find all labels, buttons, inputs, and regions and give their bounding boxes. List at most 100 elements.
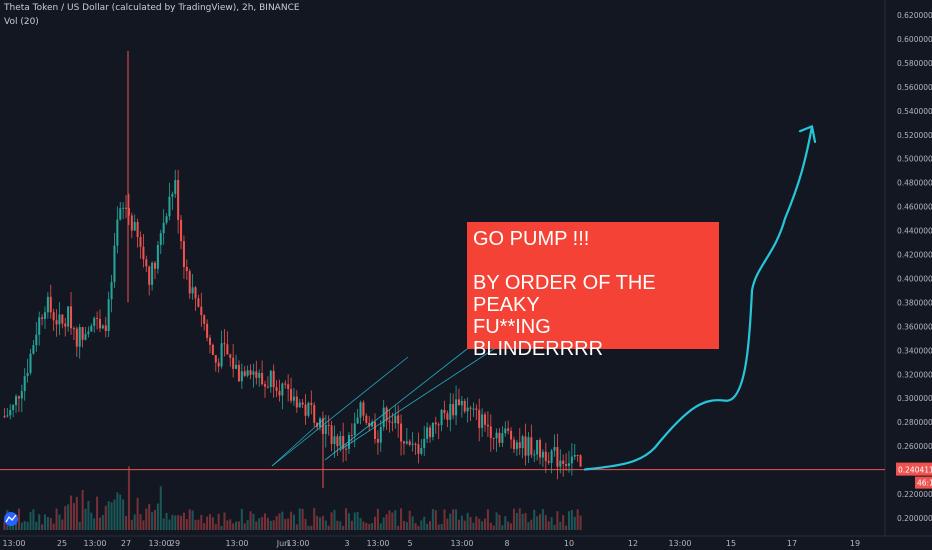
candle-body [455, 399, 458, 416]
candle-body [171, 193, 174, 197]
volume-bar [539, 514, 542, 530]
candle-body [466, 407, 469, 412]
volume-bar [353, 512, 356, 530]
candle-body [96, 317, 99, 319]
volume-bar [307, 525, 310, 530]
candle-body [527, 437, 530, 456]
volume-bar [327, 525, 330, 530]
volume-bar [23, 520, 26, 530]
countdown-tag [915, 476, 932, 489]
volume-bar [576, 509, 579, 530]
channel-trendline [324, 348, 468, 461]
candle-body [290, 389, 293, 401]
volume-bar [368, 524, 371, 530]
volume-bar [533, 509, 536, 530]
time-tick-label: 13:00 [148, 539, 171, 548]
volume-bar [437, 524, 440, 530]
candle-body [553, 447, 556, 451]
candle-body [368, 422, 371, 427]
volume-bar [428, 521, 432, 530]
price-tick-label: 0.40000000 [897, 274, 932, 283]
volume-bar [292, 514, 295, 530]
candle-body [9, 410, 12, 416]
volume-bar [26, 521, 29, 530]
volume-bar [145, 508, 148, 530]
candle-body [113, 245, 116, 283]
candle-body [394, 415, 397, 424]
volume-bar [365, 522, 368, 530]
candle-body [431, 422, 434, 438]
volume-bar [232, 523, 235, 530]
candle-body [182, 241, 185, 267]
candle-body [61, 314, 64, 324]
candle-body [17, 396, 20, 399]
annotation-text-box[interactable]: GO PUMP !!! BY ORDER OF THE PEAKY FU**IN… [467, 222, 719, 360]
candle-body [249, 370, 252, 375]
volume-bar [414, 523, 417, 530]
volume-bar [544, 515, 547, 530]
candle-body [214, 355, 217, 363]
volume-bar [339, 521, 342, 530]
candle-body [235, 364, 238, 369]
volume-bar [379, 523, 382, 530]
candle-body [449, 404, 452, 420]
candle-body [498, 432, 501, 443]
volume-bar [524, 512, 527, 530]
candle-body [72, 328, 75, 330]
candle-body [310, 402, 313, 405]
candle-body [510, 430, 513, 440]
volume-bar [547, 521, 550, 530]
candle-body [541, 451, 544, 458]
volume-bar [376, 508, 379, 530]
volume-bar [96, 496, 99, 530]
candle-body [507, 428, 510, 431]
volume-bar [475, 516, 478, 530]
volume-bar [304, 518, 307, 530]
volume-bar [530, 519, 533, 530]
volume-bar [478, 518, 481, 530]
candle-body [162, 222, 165, 234]
volume-bar [81, 489, 84, 530]
volume-bar [162, 518, 165, 530]
volume-bar [321, 515, 324, 530]
volume-bar [29, 512, 32, 530]
candle-body [252, 371, 255, 375]
candle-body [110, 282, 113, 300]
candle-body [122, 207, 125, 209]
candle-body [203, 315, 206, 324]
volume-bar [174, 515, 177, 530]
candle-body [304, 404, 307, 416]
volume-bar [214, 524, 217, 530]
candle-body [15, 396, 18, 406]
candle-body [197, 298, 200, 307]
candle-body [342, 436, 345, 449]
volume-indicator-label[interactable]: Vol (20) [4, 17, 39, 27]
price-tick-label: 0.32000000 [897, 370, 932, 379]
volume-bar [188, 509, 191, 530]
candle-body [420, 448, 423, 454]
candle-body [104, 325, 107, 331]
price-tick-label: 0.60000000 [897, 35, 932, 44]
volume-bar [373, 516, 377, 530]
volume-bar [226, 520, 229, 530]
candle-body [217, 362, 220, 367]
price-tick-label: 0.36000000 [897, 322, 932, 331]
candle-body [382, 407, 385, 428]
candle-body [55, 320, 58, 325]
annotation-line: BLINDERRRR [473, 338, 604, 360]
volume-bar [255, 521, 258, 530]
candle-body [324, 424, 327, 434]
volume-bar [206, 516, 209, 530]
candle-body [379, 427, 382, 443]
candle-body [559, 460, 562, 467]
candle-body [32, 345, 35, 354]
annotation-line: BY ORDER OF THE PEAKY [473, 272, 656, 316]
candle-body [518, 442, 521, 449]
volume-bar [579, 515, 582, 530]
candle-body [484, 414, 487, 425]
volume-bar [394, 510, 397, 530]
candle-body [145, 259, 148, 267]
volume-bar [452, 509, 455, 530]
